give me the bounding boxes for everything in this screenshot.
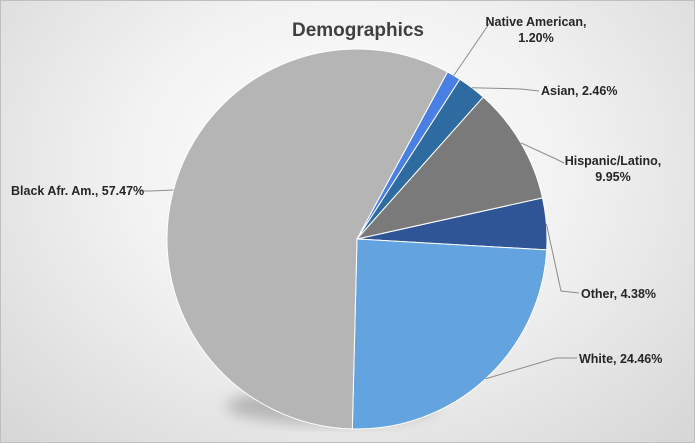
pie-slice-white: [351, 238, 548, 430]
data-label: Black Afr. Am., 57.47%: [11, 184, 144, 198]
data-label: Hispanic/Latino, 9.95%: [565, 154, 662, 184]
leader-line: [141, 189, 174, 192]
leader-lines: [141, 20, 580, 380]
leader-line: [485, 357, 577, 380]
chart-title: Demographics: [292, 20, 424, 41]
leader-line: [545, 223, 580, 294]
pie-slices: [166, 48, 548, 430]
data-labels: Other, 4.38% White, 24.46% Black Afr. Am.,…: [11, 15, 662, 366]
leader-line: [453, 20, 492, 76]
data-label: Native American, 1.20%: [486, 15, 587, 45]
data-label: Other, 4.38%: [581, 287, 656, 301]
pie-slice-hispanic-latino: [356, 96, 543, 240]
data-label: White, 24.46%: [579, 352, 662, 366]
leader-line: [471, 87, 540, 92]
data-label: Asian, 2.46%: [541, 84, 617, 98]
leader-line: [520, 142, 565, 164]
